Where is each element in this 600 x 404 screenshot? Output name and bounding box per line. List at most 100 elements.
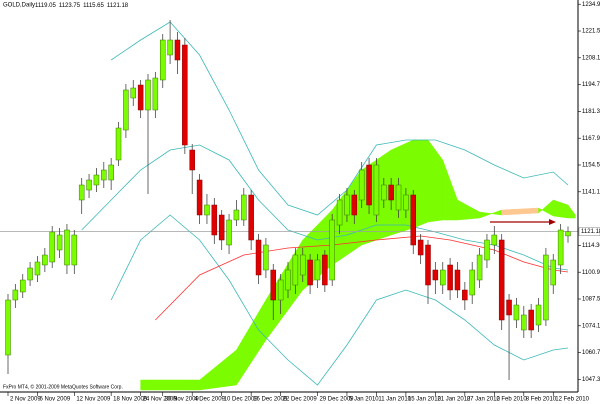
candle-body (322, 254, 328, 286)
candle-body (528, 309, 534, 331)
ohlc-high: 1123.75 (59, 3, 81, 9)
x-tick-label: 21 Jan 2010 (437, 397, 471, 403)
ohlc-readout: 1119.05 1123.75 1115.65 1121.18 (35, 3, 129, 9)
candle-body (12, 289, 19, 301)
x-tick-label: 4 Dec 2009 (194, 397, 225, 403)
y-tick-label: 1208.10 (582, 55, 600, 61)
candle-body (115, 127, 122, 161)
candle-body (19, 279, 26, 293)
candle-body (506, 299, 512, 316)
candle-body (292, 254, 299, 286)
footer: FxPro MT4, © 2001-2009 MetaQuotes Softwa… (3, 383, 123, 390)
candle-body (535, 304, 542, 326)
cloud-segment (390, 139, 414, 236)
candle-body (49, 231, 55, 263)
candle-body (137, 84, 144, 111)
y-tick-label: 1234.90 (582, 2, 600, 8)
candle-body (358, 169, 365, 201)
y-tick-label: 1167.90 (582, 136, 600, 142)
y-tick-label: 1060.70 (582, 350, 600, 356)
candle-body (130, 87, 137, 99)
candle-body (484, 239, 490, 261)
x-tick-label: 30 Nov 2009 (165, 397, 200, 403)
candle-body (462, 289, 468, 301)
candle-body (233, 209, 240, 221)
candle-body (218, 214, 225, 241)
candle-body (108, 164, 114, 181)
x-tick-label: 18 Nov 2009 (113, 397, 148, 403)
candle-body (241, 194, 247, 221)
candle-body (432, 269, 439, 281)
cloud-segment (140, 379, 200, 391)
candle-body (86, 179, 92, 191)
x-tick-label: 2 Feb 2010 (496, 397, 527, 403)
candle-body (314, 259, 321, 281)
y-tick-label: 1047.30 (582, 377, 600, 383)
candle-body (64, 229, 70, 266)
candle-body (425, 244, 431, 286)
candle-body (417, 239, 424, 256)
candle-body (344, 194, 350, 216)
candle-body (366, 164, 372, 206)
candle-layer (5, 20, 571, 380)
cloud-segment (567, 204, 576, 219)
candle-body (307, 259, 313, 286)
candle-body (71, 234, 78, 266)
candle-body (388, 184, 394, 201)
x-tick-label: 8 Feb 2010 (526, 397, 557, 403)
price-box-label: 1121.18 (581, 229, 600, 235)
candle-body (513, 304, 520, 321)
candle-body (196, 179, 203, 216)
candle-body (152, 77, 159, 111)
candle-body (373, 164, 380, 216)
y-tick-label: 1100.90 (582, 270, 600, 276)
x-tick-label: 22 Dec 2009 (283, 397, 318, 403)
candle-body (447, 264, 453, 291)
y-tick-label: 1154.50 (582, 163, 600, 169)
candle-body (550, 259, 557, 286)
candle-body (263, 244, 269, 271)
y-tick-label: 1074.10 (582, 323, 600, 329)
chart-title: GOLD,Daily (3, 3, 35, 9)
candle-body (410, 194, 417, 246)
candle-body (145, 79, 151, 111)
indicator-line (155, 235, 569, 321)
candle-body (174, 39, 181, 61)
candle-body (491, 234, 498, 246)
candle-body (27, 267, 33, 281)
candle-body (469, 269, 475, 296)
x-tick-label: 12 Nov 2009 (76, 397, 111, 403)
candle-body (248, 194, 254, 241)
candle-body (78, 184, 85, 201)
candle-body (336, 199, 343, 226)
candle-body (56, 234, 63, 251)
y-tick-label: 1114.30 (582, 243, 600, 249)
candle-body (565, 231, 571, 237)
x-tick-label: 16 Dec 2009 (253, 397, 288, 403)
candle-body (42, 254, 48, 266)
y-tick-label: 1141.10 (582, 189, 600, 195)
y-tick-label: 1221.50 (582, 29, 600, 35)
x-tick-label: 24 Nov 2009 (143, 397, 178, 403)
ohlc-low: 1115.65 (83, 3, 104, 9)
candle-body (204, 204, 210, 216)
x-tick-label: 5 Jan 2010 (349, 397, 379, 403)
price-box (578, 227, 600, 236)
candle-body (299, 254, 306, 276)
y-tick-label: 1087.50 (582, 297, 600, 303)
x-tick-label: 11 Jan 2010 (378, 397, 411, 403)
candle-body (557, 229, 564, 266)
candle-body (381, 184, 387, 201)
candle-body (395, 184, 402, 211)
candle-body (189, 149, 195, 171)
candle-body (182, 44, 188, 146)
candle-body (159, 39, 166, 81)
x-tick-label: 27 Jan 2010 (467, 397, 501, 403)
candle-body (5, 299, 11, 356)
x-tick-label: 2 Nov 2009 (10, 397, 41, 403)
candle-body (270, 269, 277, 301)
x-tick-label: 29 Dec 2009 (319, 397, 354, 403)
ohlc-open: 1119.05 (35, 3, 56, 9)
